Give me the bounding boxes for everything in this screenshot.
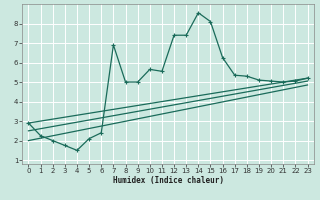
- X-axis label: Humidex (Indice chaleur): Humidex (Indice chaleur): [113, 176, 223, 185]
